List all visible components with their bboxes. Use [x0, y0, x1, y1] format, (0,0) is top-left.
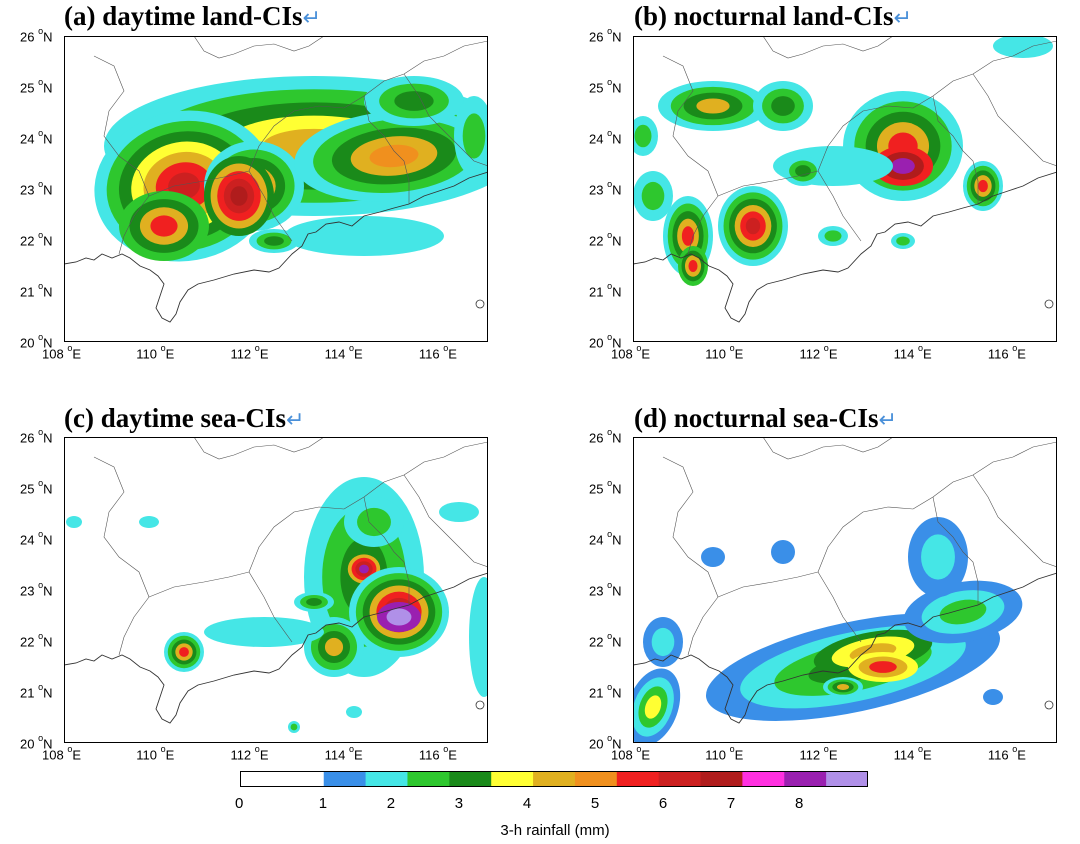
map-b	[633, 36, 1057, 342]
colorbar-swatch	[240, 771, 283, 787]
colorbar-swatch	[616, 771, 660, 787]
colorbar-tick-label: 5	[590, 795, 600, 812]
colorbar-tick-label: 8	[794, 795, 804, 812]
colorbar-swatch	[574, 771, 618, 787]
colorbar-swatch	[407, 771, 450, 787]
lat-tick-label: 24 oN	[20, 529, 53, 548]
lat-tick-label: 23 oN	[589, 580, 622, 599]
lon-tick-label: 116 oE	[987, 744, 1026, 763]
lat-tick-label: 26 oN	[20, 427, 53, 446]
lat-tick-label: 24 oN	[20, 128, 53, 147]
panel-title: (c) daytime sea-CIs↵	[64, 403, 305, 433]
colorbar-swatch	[826, 771, 869, 787]
lat-tick-label: 25 oN	[589, 77, 622, 96]
lat-tick-label: 25 oN	[20, 77, 53, 96]
map-c	[64, 437, 488, 743]
colorbar-swatch	[700, 771, 743, 787]
lon-tick-label: 112 oE	[799, 744, 838, 763]
map-svg	[64, 36, 488, 342]
return-icon: ↵	[302, 6, 321, 31]
return-icon: ↵	[893, 6, 912, 31]
colorbar-swatch	[742, 771, 785, 787]
lon-tick-label: 114 oE	[324, 744, 363, 763]
colorbar-swatch	[533, 771, 576, 787]
colorbar-tick-label: 7	[726, 795, 736, 812]
lat-tick-label: 20 oN	[20, 332, 53, 351]
colorbar-tick-label: 3	[454, 795, 464, 812]
lat-tick-label: 20 oN	[20, 733, 53, 752]
lat-tick-label: 20 oN	[589, 332, 622, 351]
lon-tick-label: 116 oE	[418, 744, 457, 763]
lat-tick-label: 20 oN	[589, 733, 622, 752]
colorbar-swatch	[281, 771, 325, 787]
panel-title: (a) daytime land-CIs↵	[64, 1, 321, 31]
lon-tick-label: 112 oE	[799, 343, 838, 362]
lat-tick-label: 23 oN	[20, 580, 53, 599]
lat-tick-label: 26 oN	[20, 26, 53, 45]
map-svg	[64, 437, 488, 743]
colorbar-title: 3-h rainfall (mm)	[500, 822, 610, 839]
panel-title: (d) nocturnal sea-CIs↵	[634, 403, 897, 433]
lon-tick-label: 110 oE	[136, 744, 175, 763]
lat-tick-label: 23 oN	[589, 179, 622, 198]
lon-tick-label: 110 oE	[705, 343, 744, 362]
lon-tick-label: 112 oE	[230, 343, 269, 362]
lon-tick-label: 112 oE	[230, 744, 269, 763]
colorbar-tick-label: 6	[658, 795, 668, 812]
map-svg	[633, 437, 1057, 743]
lat-tick-label: 26 oN	[589, 26, 622, 45]
lat-tick-label: 22 oN	[20, 230, 53, 249]
colorbar	[240, 771, 869, 787]
colorbar-tick-label: 2	[386, 795, 396, 812]
lon-tick-label: 116 oE	[987, 343, 1026, 362]
lat-tick-label: 21 oN	[589, 682, 622, 701]
lat-tick-label: 25 oN	[589, 478, 622, 497]
lon-tick-label: 108 oE	[611, 744, 651, 763]
lon-tick-label: 110 oE	[705, 744, 744, 763]
lon-tick-label: 108 oE	[42, 744, 82, 763]
colorbar-swatch	[658, 771, 702, 787]
colorbar-swatch	[323, 771, 367, 787]
colorbar-swatch	[365, 771, 408, 787]
map-d	[633, 437, 1057, 743]
lat-tick-label: 21 oN	[20, 281, 53, 300]
colorbar-tick-label: 1	[318, 795, 328, 812]
panel-title: (b) nocturnal land-CIs↵	[634, 1, 912, 31]
lon-tick-label: 116 oE	[418, 343, 457, 362]
lat-tick-label: 22 oN	[589, 631, 622, 650]
lat-tick-label: 22 oN	[20, 631, 53, 650]
colorbar-swatch	[491, 771, 534, 787]
return-icon: ↵	[285, 408, 305, 433]
lon-tick-label: 108 oE	[42, 343, 82, 362]
lon-tick-label: 114 oE	[893, 744, 932, 763]
lon-tick-label: 108 oE	[611, 343, 651, 362]
colorbar-tick-label: 4	[522, 795, 532, 812]
lat-tick-label: 23 oN	[20, 179, 53, 198]
map-svg	[633, 36, 1057, 342]
lat-tick-label: 25 oN	[20, 478, 53, 497]
lat-tick-label: 22 oN	[589, 230, 622, 249]
colorbar-swatch	[449, 771, 492, 787]
map-a	[64, 36, 488, 342]
colorbar-tick-label: 0	[235, 795, 244, 812]
return-icon: ↵	[878, 408, 897, 433]
lon-tick-label: 114 oE	[324, 343, 363, 362]
lat-tick-label: 26 oN	[589, 427, 622, 446]
colorbar-swatch	[784, 771, 827, 787]
lon-tick-label: 114 oE	[893, 343, 932, 362]
lat-tick-label: 21 oN	[20, 682, 53, 701]
lon-tick-label: 110 oE	[136, 343, 175, 362]
lat-tick-label: 24 oN	[589, 128, 622, 147]
lat-tick-label: 21 oN	[589, 281, 622, 300]
lat-tick-label: 24 oN	[589, 529, 622, 548]
